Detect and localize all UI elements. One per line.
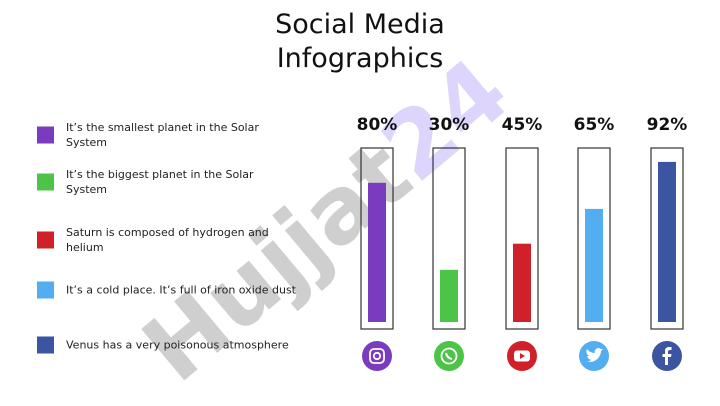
icon-circle — [434, 341, 464, 371]
chart-title: Social Media Infographics — [275, 9, 445, 74]
legend-label: It’s the biggest planet in the Solar Sys… — [66, 168, 254, 196]
icon-circle — [362, 341, 392, 371]
icon — [507, 341, 537, 371]
legend-label: Saturn is composed of hydrogen and heliu… — [66, 226, 269, 254]
bar — [368, 182, 386, 322]
icon-glyph — [445, 352, 453, 360]
icon-glyph — [440, 347, 458, 365]
icon-glyph — [662, 347, 672, 365]
bar — [513, 243, 531, 322]
icon-glyph — [369, 348, 385, 364]
bar-frame — [577, 147, 611, 330]
value-label: 65% — [574, 115, 615, 135]
bar-frame — [432, 147, 466, 330]
icon — [362, 341, 392, 371]
bar-frame — [505, 147, 539, 330]
value-label: 80% — [357, 115, 398, 135]
legend-label: It’s a cold place. It’s full of iron oxi… — [66, 283, 296, 297]
icon — [434, 341, 464, 371]
legend-swatch — [37, 336, 54, 354]
bar — [440, 269, 458, 322]
legend-label: It’s the smallest planet in the Solar Sy… — [66, 121, 259, 149]
icon-glyph — [372, 351, 382, 361]
icon — [652, 341, 682, 371]
icon-glyph — [520, 353, 525, 359]
legend-swatch — [37, 281, 54, 299]
bar-frame — [650, 147, 684, 330]
value-label: 45% — [502, 115, 543, 135]
value-label: 92% — [647, 115, 688, 135]
icon-glyph — [586, 348, 603, 362]
legend-swatch — [37, 173, 54, 191]
bar — [585, 208, 603, 322]
icon — [579, 341, 609, 371]
value-label: 30% — [429, 115, 470, 135]
legend-swatch — [37, 126, 54, 144]
legend-label: Venus has a very poisonous atmosphere — [66, 338, 289, 352]
bar — [658, 161, 676, 322]
legend-swatch — [37, 231, 54, 249]
bar-frame — [360, 147, 394, 330]
